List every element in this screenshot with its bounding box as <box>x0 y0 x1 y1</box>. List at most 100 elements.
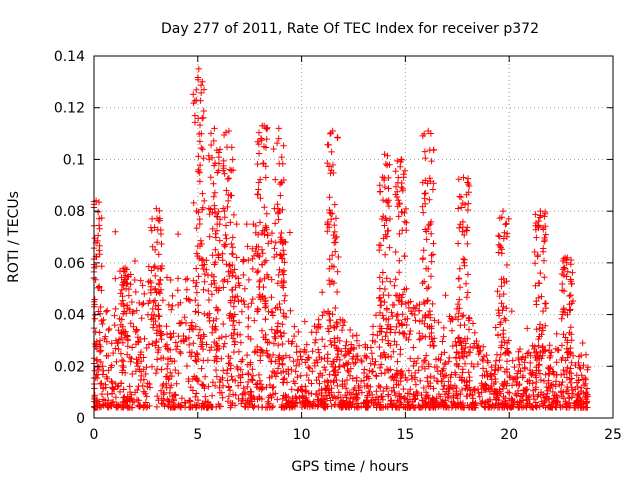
data-point <box>502 317 509 324</box>
data-point <box>405 367 413 374</box>
data-point <box>426 307 433 315</box>
data-point <box>137 351 144 358</box>
data-point <box>249 366 256 373</box>
data-point <box>312 336 319 344</box>
data-point <box>199 78 206 85</box>
data-point <box>482 382 489 389</box>
data-point <box>407 298 414 305</box>
data-point <box>252 229 259 236</box>
data-point <box>535 362 542 369</box>
data-point <box>126 383 133 390</box>
data-point <box>135 397 142 404</box>
data-point <box>198 89 205 97</box>
data-point <box>231 297 238 304</box>
data-point <box>564 339 571 346</box>
data-point <box>376 294 383 302</box>
data-point <box>455 176 462 183</box>
data-point <box>98 263 105 270</box>
data-point <box>332 248 339 255</box>
data-point <box>392 292 400 299</box>
data-point <box>209 379 217 386</box>
data-point <box>528 371 535 378</box>
data-point <box>331 342 338 349</box>
data-point <box>331 228 338 236</box>
data-point <box>102 333 109 340</box>
data-point <box>244 243 251 250</box>
data-point <box>269 368 277 375</box>
data-point <box>203 266 210 273</box>
data-point <box>421 148 429 155</box>
data-point <box>153 239 161 246</box>
data-point <box>567 379 574 387</box>
data-point <box>150 298 157 306</box>
data-point <box>329 311 336 318</box>
data-point <box>133 396 141 403</box>
data-point <box>183 286 191 293</box>
data-point <box>574 393 581 401</box>
data-point <box>279 206 286 213</box>
data-point <box>259 293 266 300</box>
data-point <box>104 390 111 398</box>
data-point <box>301 388 309 395</box>
data-point <box>266 403 274 410</box>
data-point <box>536 280 543 287</box>
data-point <box>360 399 367 406</box>
data-point <box>501 350 509 357</box>
axis-ticks <box>93 55 614 419</box>
data-point <box>233 254 240 261</box>
data-point <box>503 358 511 365</box>
data-point <box>328 167 335 174</box>
data-point <box>231 338 238 345</box>
data-point <box>402 205 410 213</box>
data-point <box>506 389 513 397</box>
data-point <box>138 358 145 365</box>
data-point <box>535 218 542 225</box>
data-point <box>401 394 409 402</box>
data-point <box>563 345 570 353</box>
data-point <box>169 292 176 300</box>
data-point <box>263 135 270 143</box>
data-point <box>335 389 342 396</box>
data-point <box>453 384 460 392</box>
data-point <box>330 279 338 287</box>
data-point <box>181 314 188 321</box>
data-point <box>416 301 423 308</box>
data-point <box>218 389 225 396</box>
data-point <box>379 173 386 181</box>
data-point <box>383 197 390 205</box>
data-point <box>372 358 379 365</box>
data-point <box>245 391 253 398</box>
data-point <box>245 257 252 264</box>
data-point <box>410 362 417 370</box>
data-point <box>355 342 363 349</box>
data-point <box>487 372 495 380</box>
data-point <box>97 380 104 388</box>
data-point <box>182 276 189 283</box>
data-point <box>325 163 333 170</box>
data-point <box>418 391 425 399</box>
data-point <box>280 354 287 362</box>
data-point <box>580 389 587 397</box>
data-point <box>139 282 146 289</box>
data-point <box>121 264 129 272</box>
data-point <box>134 360 141 367</box>
data-point <box>280 247 287 254</box>
data-point <box>421 195 428 202</box>
data-point <box>213 315 220 323</box>
data-point <box>300 348 308 356</box>
data-point <box>349 332 356 340</box>
data-point <box>503 339 511 347</box>
x-tick-label: 20 <box>500 427 518 443</box>
data-point <box>473 342 481 350</box>
data-point <box>177 350 184 357</box>
data-point <box>533 301 540 308</box>
data-point <box>274 323 281 330</box>
data-point <box>358 358 366 366</box>
data-point <box>197 237 205 244</box>
data-point <box>408 310 416 317</box>
data-point <box>194 252 201 260</box>
data-point <box>526 377 533 384</box>
data-point <box>219 382 227 389</box>
data-point <box>156 215 163 222</box>
data-point <box>326 371 333 378</box>
